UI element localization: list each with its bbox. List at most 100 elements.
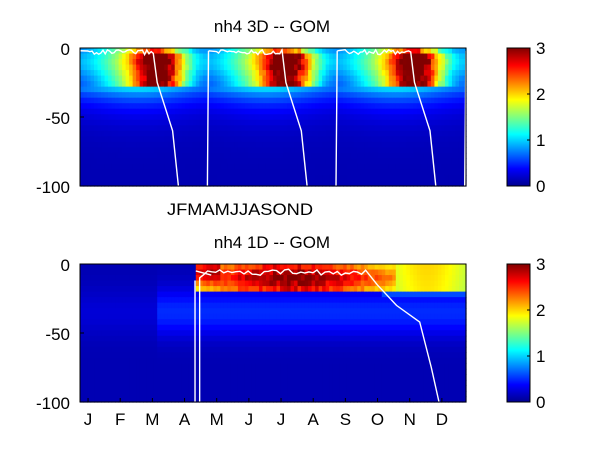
top-heatmap-cell <box>378 103 383 110</box>
top-heatmap-cell <box>392 125 397 132</box>
bottom-heatmap-cell <box>367 264 372 271</box>
bottom-heatmap-cell <box>216 280 221 287</box>
top-heatmap-cell <box>171 97 176 104</box>
bottom-heatmap-cell <box>329 330 334 337</box>
top-heatmap-cell <box>455 86 460 93</box>
bottom-heatmap-cell <box>346 396 351 403</box>
bottom-heatmap-cell <box>216 286 221 293</box>
bottom-heatmap-cell <box>374 291 379 298</box>
bottom-heatmap-cell <box>315 374 320 381</box>
bottom-heatmap-cell <box>311 330 316 337</box>
top-heatmap-cell <box>371 81 376 88</box>
top-heatmap-cell <box>237 136 243 143</box>
top-heatmap-cell <box>385 119 390 126</box>
top-heatmap-cell <box>244 169 250 176</box>
bottom-heatmap-cell <box>164 368 169 375</box>
bottom-heatmap-cell <box>143 302 148 309</box>
top-heatmap-cell <box>244 180 250 187</box>
bottom-heatmap-cell <box>301 346 306 353</box>
top-heatmap-cell <box>153 97 158 104</box>
bottom-heatmap-cell <box>287 269 292 276</box>
top-heatmap-cell <box>269 86 274 93</box>
top-heatmap-cell <box>83 59 88 66</box>
bottom-heatmap-cell <box>195 352 200 359</box>
top-heatmap-cell <box>311 174 316 182</box>
top-heatmap-cell <box>209 158 214 165</box>
top-heatmap-cell <box>402 97 407 104</box>
top-heatmap-cell <box>136 147 141 154</box>
bottom-heatmap-cell <box>220 335 225 342</box>
top-heatmap-cell <box>213 59 218 66</box>
bottom-heatmap-cell <box>318 379 323 387</box>
top-heatmap-cell <box>195 136 200 143</box>
top-heatmap-cell <box>258 152 264 159</box>
top-heatmap-cell <box>427 141 432 148</box>
bottom-heatmap-cell <box>237 319 243 326</box>
top-heatmap-cell <box>371 180 376 187</box>
bottom-heatmap-cell <box>301 396 306 403</box>
bottom-heatmap-cell <box>153 313 158 320</box>
bottom-heatmap-cell <box>280 352 285 359</box>
bottom-heatmap-cell <box>122 286 127 293</box>
top-heatmap-cell <box>360 86 365 93</box>
bottom-heatmap-cell <box>332 313 337 320</box>
top-heatmap-cell <box>395 59 400 66</box>
top-heatmap-cell <box>129 125 134 132</box>
bottom-heatmap-cell <box>129 286 134 293</box>
top-heatmap-cell <box>132 86 137 93</box>
top-heatmap-cell <box>101 92 106 99</box>
bottom-heatmap-cell <box>174 308 179 315</box>
bottom-heatmap-cell <box>213 341 218 348</box>
top-heatmap-cell <box>209 97 214 104</box>
bottom-heatmap-cell <box>294 346 299 353</box>
top-heatmap-cell <box>357 53 362 60</box>
bottom-heatmap-cell <box>223 335 228 342</box>
bottom-heatmap-cell <box>185 291 190 298</box>
bottom-heatmap-cell <box>202 346 207 353</box>
bottom-heatmap-cell <box>216 297 221 304</box>
top-heatmap-cell <box>115 114 120 121</box>
top-heatmap-cell <box>308 97 313 104</box>
bottom-heatmap-cell <box>392 269 397 276</box>
top-heatmap-cell <box>462 119 467 126</box>
bottom-heatmap-cell <box>129 324 134 331</box>
bottom-heatmap-cell <box>308 291 313 298</box>
top-heatmap-cell <box>181 92 186 99</box>
bottom-heatmap-cell <box>287 352 292 359</box>
bottom-heatmap-cell <box>195 374 200 381</box>
bottom-heatmap-cell <box>367 297 372 304</box>
top-heatmap-cell <box>244 152 250 159</box>
bottom-heatmap-cell <box>237 302 243 309</box>
top-heatmap-cell <box>458 108 464 115</box>
top-heatmap-cell <box>297 59 302 66</box>
bottom-heatmap-cell <box>118 379 123 387</box>
top-heatmap-cell <box>392 48 397 55</box>
top-heatmap-cell <box>301 163 306 171</box>
bottom-heatmap-cell <box>195 275 200 282</box>
bottom-heatmap-cell <box>104 330 109 337</box>
top-heatmap-cell <box>258 125 264 132</box>
top-heatmap-cell <box>353 158 358 165</box>
top-heatmap-cell <box>244 125 250 132</box>
top-heatmap-cell <box>255 141 260 148</box>
top-heatmap-cell <box>413 86 418 93</box>
bottom-heatmap-cell <box>115 363 120 370</box>
top-panel: nh4 3D -- GOM 0 -50 -100 JFMAMJJASOND <box>36 17 467 219</box>
bottom-heatmap-cell <box>287 335 292 342</box>
bottom-heatmap-cell <box>367 313 372 320</box>
top-heatmap-cell <box>164 53 169 60</box>
top-heatmap-cell <box>94 59 99 66</box>
top-heatmap-cell <box>132 174 137 182</box>
bottom-heatmap-cell <box>90 286 95 293</box>
bottom-heatmap-cell <box>336 374 341 381</box>
bottom-heatmap-cell <box>336 280 341 287</box>
bottom-heatmap-cell <box>97 308 102 315</box>
top-heatmap-cell <box>304 169 309 176</box>
top-heatmap-cell <box>216 70 221 77</box>
bottom-heatmap-cell <box>174 341 179 348</box>
top-heatmap-cell <box>381 163 386 171</box>
bottom-heatmap-cell <box>122 280 127 287</box>
bottom-heatmap-cell <box>364 264 369 271</box>
bottom-heatmap-cell <box>178 324 183 331</box>
bottom-heatmap-cell <box>262 335 267 342</box>
